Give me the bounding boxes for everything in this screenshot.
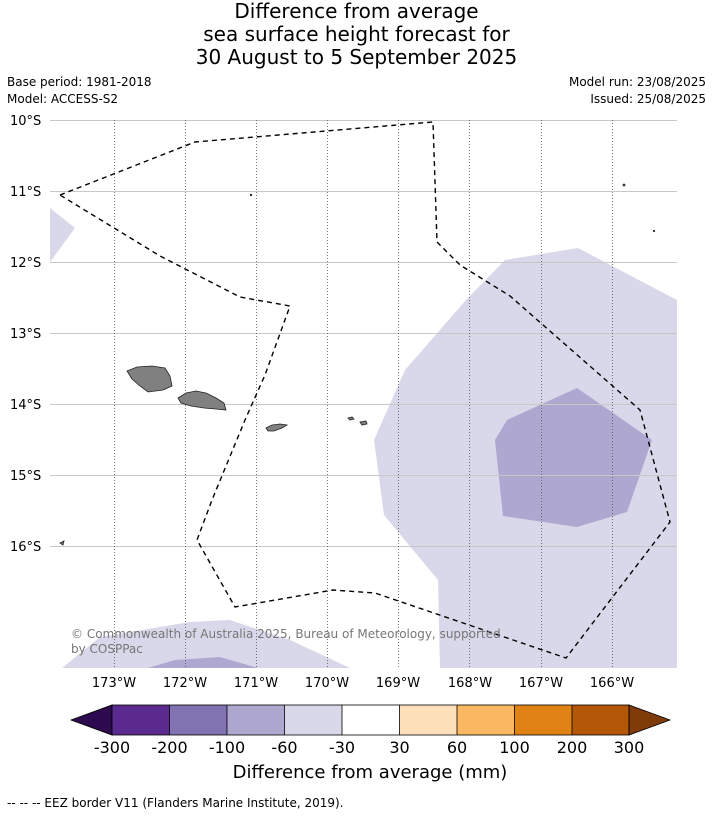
- colorbar-bin: [169, 705, 227, 735]
- colorbar-tick: 30: [389, 738, 409, 757]
- lon-label: 169°W: [376, 676, 420, 691]
- colorbar-dividers: [169, 705, 573, 735]
- lat-label: 12°S: [10, 256, 41, 271]
- colorbar-tick: 300: [614, 738, 645, 757]
- credit-line-2: by COSPPac: [71, 642, 143, 656]
- lon-label: 166°W: [590, 676, 634, 691]
- land-masses: [59, 183, 656, 546]
- island-manua-a: [347, 416, 355, 421]
- island-upolu: [177, 390, 227, 411]
- colorbar-bin: [284, 705, 342, 735]
- meta-left: Base period: 1981-2018 Model: ACCESS-S2: [7, 74, 152, 108]
- eez-border: [59, 121, 671, 659]
- lon-label: 172°W: [163, 676, 207, 691]
- colorbar-extend-low: [69, 704, 113, 736]
- lat-label: 15°S: [10, 469, 41, 484]
- island-islet-east: [652, 229, 656, 233]
- island-islet-north: [249, 193, 253, 197]
- colorbar-bin: [572, 705, 629, 735]
- island-manua-b: [359, 420, 368, 426]
- colorbar-bin: [227, 705, 285, 735]
- lon-label: 170°W: [305, 676, 349, 691]
- colorbar-bin: [399, 705, 457, 735]
- colorbar-bin: [457, 705, 515, 735]
- colorbar-tick: 60: [447, 738, 467, 757]
- colorbar-label: Difference from average (mm): [233, 762, 508, 783]
- map-area: © Commonwealth of Australia 2025, Bureau…: [50, 120, 677, 668]
- colorbar-extend-high: [628, 704, 672, 736]
- model-run: Model run: 23/08/2025: [568, 75, 706, 89]
- lat-label: 13°S: [10, 327, 41, 342]
- anomaly-contour-light-south: [62, 620, 350, 668]
- island-islet-ne: [622, 183, 626, 187]
- lon-label: 173°W: [92, 676, 136, 691]
- model-name: Model: ACCESS-S2: [7, 92, 119, 106]
- meta-right: Model run: 23/08/2025 Issued: 25/08/2025: [569, 74, 706, 108]
- anomaly-contour-medium-south: [148, 657, 258, 668]
- lon-label: 171°W: [234, 676, 278, 691]
- colorbar-bin: [342, 705, 400, 735]
- title-line-2: sea surface height forecast for: [203, 22, 510, 46]
- lat-label: 16°S: [10, 540, 41, 555]
- lon-label: 167°W: [519, 676, 563, 691]
- colorbar-tick: 100: [499, 738, 530, 757]
- island-islet-sw: [59, 540, 65, 546]
- longitude-labels: 173°W 172°W 171°W 170°W 169°W 168°W 167°…: [92, 676, 634, 691]
- colorbar-bin: [514, 705, 572, 735]
- colorbar-ticks: -300 -200 -100 -60 -30 30 60 100 200 300: [94, 738, 644, 757]
- colorbar-tick: -30: [329, 738, 355, 757]
- colorbar-tick: -60: [271, 738, 297, 757]
- title-line-1: Difference from average: [234, 0, 479, 23]
- lat-label: 11°S: [10, 185, 41, 200]
- eez-legend-note: -- -- -- EEZ border V11 (Flanders Marine…: [7, 796, 344, 810]
- colorbar-tick: -300: [94, 738, 130, 757]
- island-tutuila: [265, 423, 289, 432]
- colorbar-tick: 200: [557, 738, 588, 757]
- lat-label: 10°S: [10, 114, 41, 129]
- chart-title: Difference from average sea surface heig…: [0, 0, 713, 69]
- colorbar-tick: -100: [209, 738, 245, 757]
- colorbar-tick: -200: [151, 738, 187, 757]
- lat-label: 14°S: [10, 398, 41, 413]
- colorbar: -300 -200 -100 -60 -30 30 60 100 200 300…: [69, 704, 672, 783]
- island-savaii: [126, 365, 173, 393]
- colorbar-bin: [112, 705, 170, 735]
- anomaly-contour-light-west: [50, 208, 75, 262]
- title-line-3: 30 August to 5 September 2025: [195, 45, 518, 69]
- lon-label: 168°W: [448, 676, 492, 691]
- colorbar-frame: [111, 704, 630, 736]
- credit-line-1: © Commonwealth of Australia 2025, Bureau…: [71, 627, 501, 641]
- issued-date: Issued: 25/08/2025: [590, 92, 706, 106]
- latitude-labels: 10°S 11°S 12°S 13°S 14°S 15°S 16°S: [10, 114, 41, 555]
- longitude-gridlines: [114, 120, 613, 668]
- latitude-gridlines: [50, 120, 677, 547]
- base-period: Base period: 1981-2018: [7, 75, 152, 89]
